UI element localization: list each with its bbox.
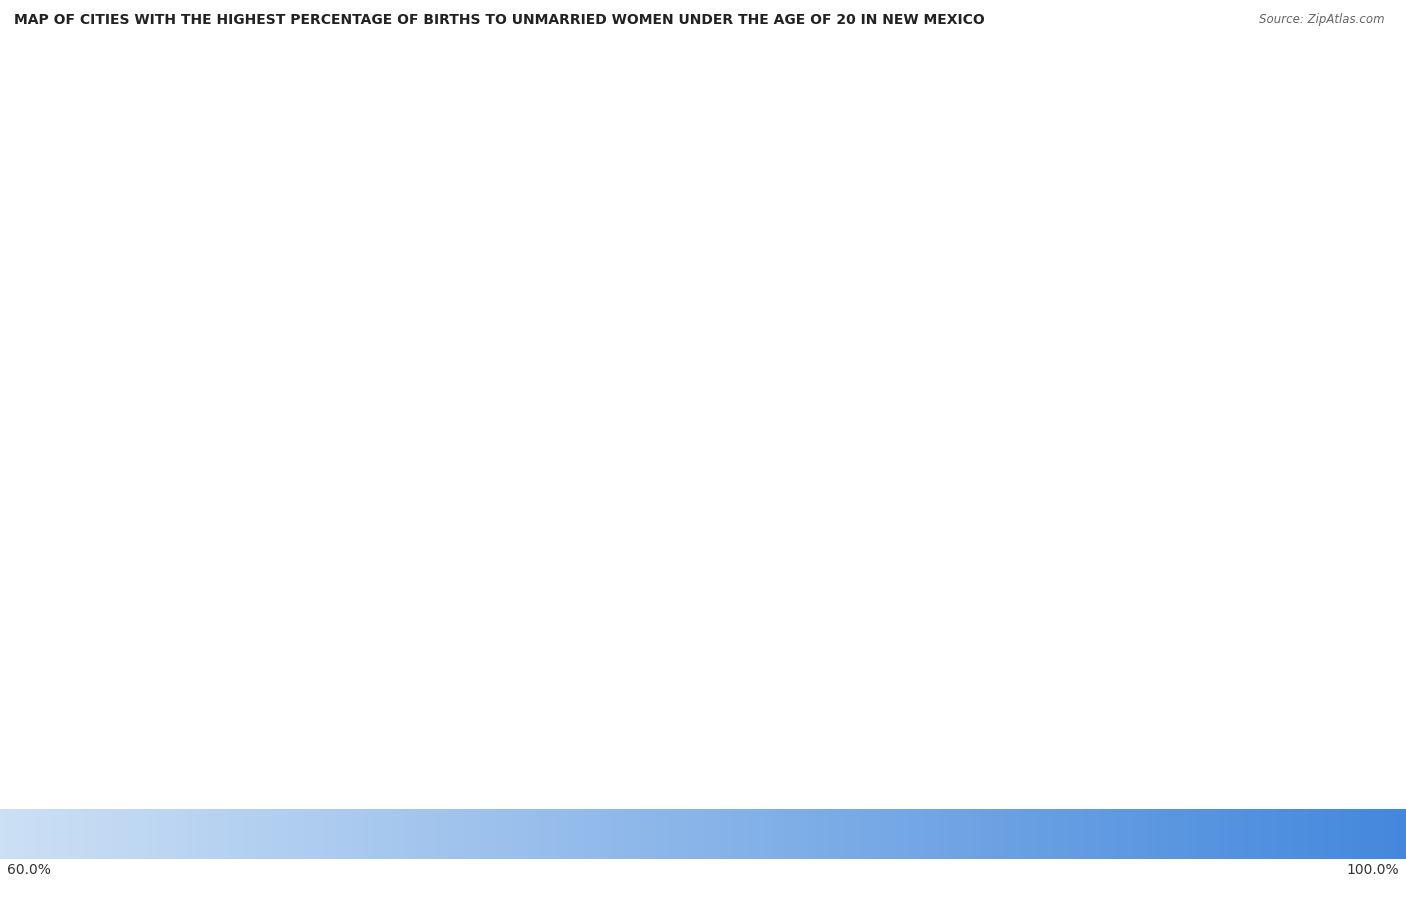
Text: 60.0%: 60.0%	[7, 862, 51, 877]
Text: Source: ZipAtlas.com: Source: ZipAtlas.com	[1260, 13, 1385, 26]
Text: MAP OF CITIES WITH THE HIGHEST PERCENTAGE OF BIRTHS TO UNMARRIED WOMEN UNDER THE: MAP OF CITIES WITH THE HIGHEST PERCENTAG…	[14, 13, 984, 28]
Text: 100.0%: 100.0%	[1347, 862, 1399, 877]
